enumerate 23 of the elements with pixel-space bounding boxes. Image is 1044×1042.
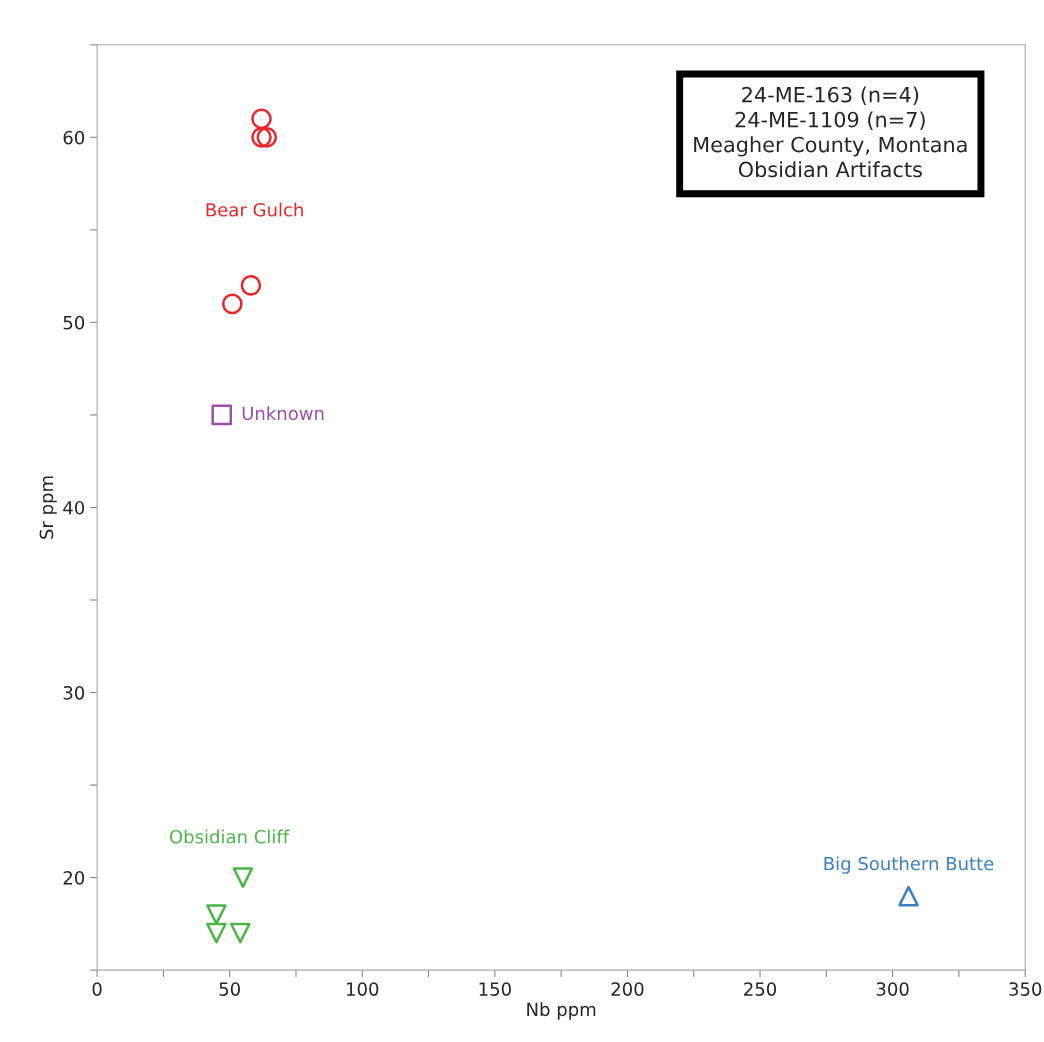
annotation: 24-ME-163 (n=4) (742, 86, 919, 106)
x-tick-label: 200 (611, 982, 644, 996)
annotation: 24-ME-1109 (n=7) (735, 111, 925, 130)
x-tick-label: 350 (1009, 982, 1042, 996)
x-tick-label: 100 (347, 982, 379, 996)
annotation: Obsidian Artifacts (738, 161, 922, 178)
y-tick-label: 30 (63, 685, 85, 700)
annotation: Meagher County, Montana (694, 136, 967, 157)
series-label: Big Southern Butte (824, 856, 994, 874)
text: Bear Gulch (206, 202, 303, 217)
x-tick-label: 250 (744, 982, 777, 996)
y-tick-label: 40 (63, 500, 85, 515)
x-tick-label: 50 (219, 982, 240, 996)
x-tick-label: 300 (876, 982, 909, 996)
x-axis-title: Nb ppm (527, 1002, 596, 1020)
x-tick-label: 0 (92, 982, 102, 996)
series-label: Obsidian Cliff (169, 829, 290, 844)
series-label: Unknown (242, 406, 324, 421)
x-tick-label: 150 (479, 982, 511, 996)
y-tick-label: 20 (63, 871, 85, 885)
y-tick-label: 50 (63, 315, 85, 330)
y-tick-label: 60 (63, 130, 85, 145)
y-axis-title: Sr ppm (39, 476, 57, 539)
